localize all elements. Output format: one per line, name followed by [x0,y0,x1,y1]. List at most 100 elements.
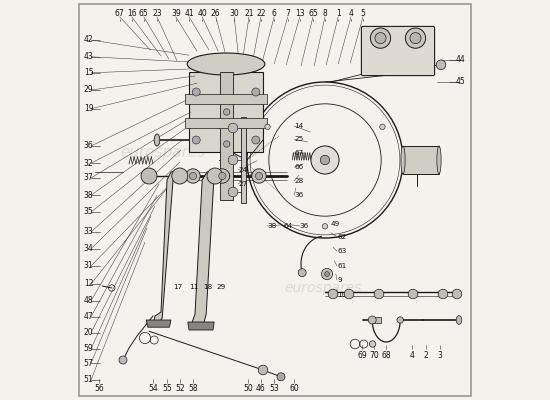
FancyBboxPatch shape [361,26,434,76]
Text: 10: 10 [337,292,346,298]
Text: 12: 12 [84,280,94,288]
Text: 5: 5 [361,10,365,18]
Text: 39: 39 [171,10,180,18]
Circle shape [223,109,230,115]
Text: 46: 46 [256,384,266,393]
Text: 11: 11 [190,284,199,290]
Circle shape [328,289,338,299]
Circle shape [172,168,188,184]
Text: 50: 50 [243,384,252,393]
Text: 45: 45 [455,78,465,86]
Text: 2: 2 [424,351,428,360]
Ellipse shape [154,134,160,146]
Text: 8: 8 [323,10,327,18]
Text: 43: 43 [84,52,94,61]
Text: 56: 56 [94,384,104,393]
Text: 3: 3 [437,351,442,360]
Circle shape [321,268,333,280]
Text: 41: 41 [184,10,194,18]
Bar [241,117,246,203]
Ellipse shape [437,146,441,174]
Text: 9: 9 [337,277,342,283]
Text: 17: 17 [174,284,183,290]
Text: 36: 36 [300,223,309,229]
Text: 38: 38 [267,223,276,229]
Circle shape [228,155,238,165]
Text: 24: 24 [238,167,248,173]
Text: 20: 20 [84,328,94,337]
Circle shape [119,356,127,364]
Text: 26: 26 [211,10,221,18]
Circle shape [219,172,226,180]
Polygon shape [188,322,214,330]
Text: 57: 57 [84,359,94,368]
Text: 29: 29 [84,86,94,94]
Circle shape [252,88,260,96]
Text: 33: 33 [84,228,94,236]
Circle shape [324,272,329,276]
Text: 52: 52 [175,384,185,393]
Bar [371,317,381,323]
Circle shape [311,146,339,174]
Text: 47: 47 [84,312,94,321]
Circle shape [397,317,403,323]
Circle shape [344,289,354,299]
Text: 65: 65 [139,10,148,18]
Text: 53: 53 [270,384,279,393]
Text: 29: 29 [216,284,225,290]
Text: 69: 69 [358,351,367,360]
Text: 55: 55 [162,384,172,393]
Text: 27: 27 [238,181,248,187]
Circle shape [192,88,200,96]
Circle shape [258,365,268,375]
Text: 51: 51 [84,376,94,384]
Text: 60: 60 [289,384,299,393]
Text: 1: 1 [336,10,340,18]
Text: 40: 40 [197,10,207,18]
Text: 34: 34 [84,244,94,253]
Text: 28: 28 [294,178,304,184]
Text: 15: 15 [84,68,94,77]
Text: 67: 67 [294,150,304,156]
Circle shape [189,172,196,180]
Text: 22: 22 [256,10,266,18]
Circle shape [322,224,328,229]
Text: eurospares: eurospares [284,281,362,295]
Text: 64: 64 [284,223,293,229]
Text: 31: 31 [84,262,94,270]
Circle shape [141,168,157,184]
Circle shape [452,289,462,299]
Text: 36: 36 [84,142,94,150]
Text: 32: 32 [84,159,94,168]
Text: 70: 70 [370,351,379,360]
Circle shape [410,32,421,44]
Circle shape [408,289,418,299]
Text: 48: 48 [84,296,94,305]
Circle shape [223,141,230,147]
Bar [403,146,439,174]
Bar [220,72,233,200]
Circle shape [438,289,448,299]
Text: 63: 63 [337,248,346,254]
Circle shape [298,269,306,277]
Text: 68: 68 [381,351,391,360]
Text: 19: 19 [84,104,94,113]
Text: 66: 66 [294,164,304,170]
Text: 30: 30 [229,10,239,18]
Circle shape [374,289,384,299]
Text: 21: 21 [244,10,254,18]
Text: 37: 37 [84,174,94,182]
Circle shape [207,168,223,184]
Text: 36: 36 [294,192,304,198]
Text: 35: 35 [84,208,94,216]
Circle shape [320,155,329,165]
Ellipse shape [187,53,265,75]
Circle shape [379,124,385,130]
Circle shape [252,136,260,144]
Circle shape [368,316,376,324]
Circle shape [436,60,446,70]
Text: 4: 4 [349,10,354,18]
Text: 61: 61 [337,263,346,269]
Text: 62: 62 [337,234,346,240]
Circle shape [405,28,426,48]
